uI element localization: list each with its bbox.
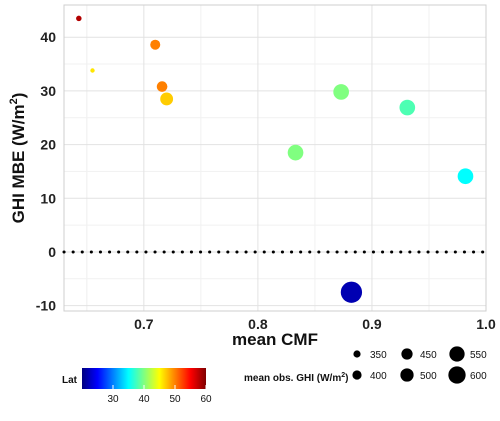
size-legend-title-close: ) bbox=[345, 373, 348, 384]
y-axis-title-close: ) bbox=[9, 93, 28, 99]
size-legend-label: 550 bbox=[470, 350, 487, 361]
y-tick-label: 10 bbox=[40, 190, 56, 206]
data-point bbox=[156, 81, 168, 92]
data-point bbox=[340, 281, 363, 303]
color-legend-bar bbox=[82, 368, 206, 389]
data-point bbox=[287, 144, 304, 161]
size-legend-label: 400 bbox=[370, 371, 387, 382]
plot-border bbox=[63, 4, 487, 312]
size-legend-label: 500 bbox=[420, 371, 437, 382]
size-legend-key bbox=[448, 366, 466, 384]
size-legend-key bbox=[352, 370, 362, 380]
data-point bbox=[76, 15, 82, 22]
color-legend-title: Lat bbox=[62, 375, 78, 386]
data-point bbox=[399, 99, 416, 116]
plot-panel bbox=[64, 5, 486, 311]
color-legend-tick-label: 30 bbox=[107, 394, 119, 405]
y-tick-label: 20 bbox=[40, 137, 56, 153]
data-point bbox=[160, 92, 174, 106]
size-legend-label: 600 bbox=[470, 371, 487, 382]
data-point bbox=[333, 84, 349, 100]
size-legend-title-sup: 2 bbox=[341, 372, 345, 379]
size-legend-title-main: mean obs. GHI (W/m bbox=[244, 373, 341, 384]
color-legend-tick-label: 40 bbox=[138, 394, 150, 405]
data-point bbox=[150, 39, 161, 50]
x-axis-title: mean CMF bbox=[232, 330, 318, 349]
x-tick-label: 0.9 bbox=[362, 316, 382, 332]
y-tick-label: 40 bbox=[40, 29, 56, 45]
color-legend-tick-label: 60 bbox=[200, 394, 212, 405]
size-legend-key bbox=[353, 350, 361, 358]
y-tick-label: 0 bbox=[48, 244, 56, 260]
y-tick-label: -10 bbox=[36, 298, 56, 314]
y-axis-title: GHI MBE (W/m2) bbox=[8, 93, 28, 224]
data-point bbox=[457, 168, 474, 185]
y-axis-title-main: GHI MBE (W/m bbox=[9, 104, 28, 223]
size-legend-label: 450 bbox=[420, 350, 437, 361]
size-legend-key bbox=[400, 368, 414, 382]
size-legend-title: mean obs. GHI (W/m2) bbox=[244, 372, 348, 384]
size-legend-key bbox=[401, 348, 413, 360]
y-tick-label: 30 bbox=[40, 83, 56, 99]
y-axis-title-sup: 2 bbox=[8, 98, 20, 104]
data-point bbox=[90, 68, 95, 73]
x-tick-label: 0.8 bbox=[248, 316, 268, 332]
size-legend-key bbox=[449, 346, 465, 362]
x-tick-label: 0.7 bbox=[134, 316, 154, 332]
size-legend-label: 350 bbox=[370, 350, 387, 361]
color-legend-tick-label: 50 bbox=[169, 394, 181, 405]
x-tick-label: 1.0 bbox=[476, 316, 496, 332]
